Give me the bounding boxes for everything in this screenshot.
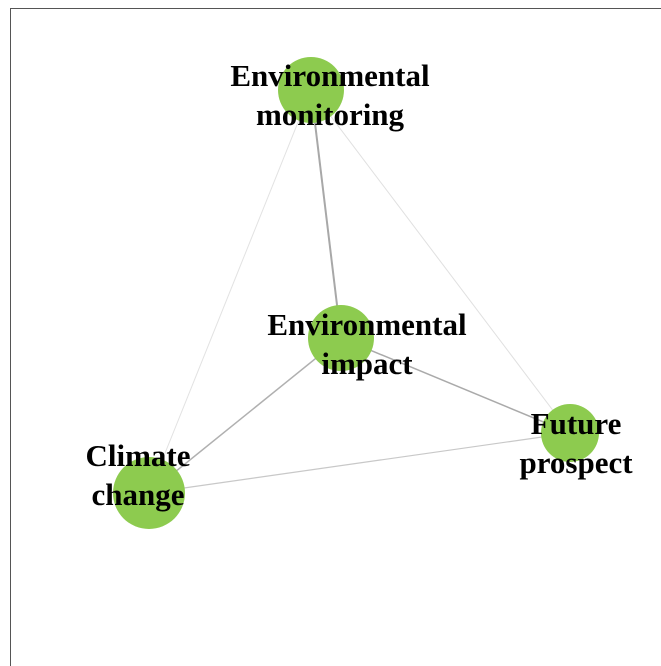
labels: Environmental monitoring Environmental i… (85, 58, 633, 512)
edge (310, 89, 571, 434)
node-label: change (92, 477, 185, 512)
node-label: monitoring (256, 97, 405, 132)
node (278, 57, 344, 123)
node-label: Future (531, 406, 622, 441)
edge (148, 337, 342, 494)
edge (340, 337, 571, 434)
node-label: Environmental (267, 307, 467, 342)
edge (310, 89, 342, 339)
node-label: prospect (519, 445, 633, 480)
node-label: impact (321, 346, 413, 381)
node-label: Environmental (230, 58, 430, 93)
node (113, 457, 185, 529)
node (541, 404, 599, 462)
node-label: Climate (85, 438, 190, 473)
node (308, 305, 374, 371)
edges (148, 89, 571, 494)
frame (10, 8, 661, 666)
edge (148, 89, 312, 494)
nodes (113, 57, 599, 529)
edge (148, 432, 571, 494)
